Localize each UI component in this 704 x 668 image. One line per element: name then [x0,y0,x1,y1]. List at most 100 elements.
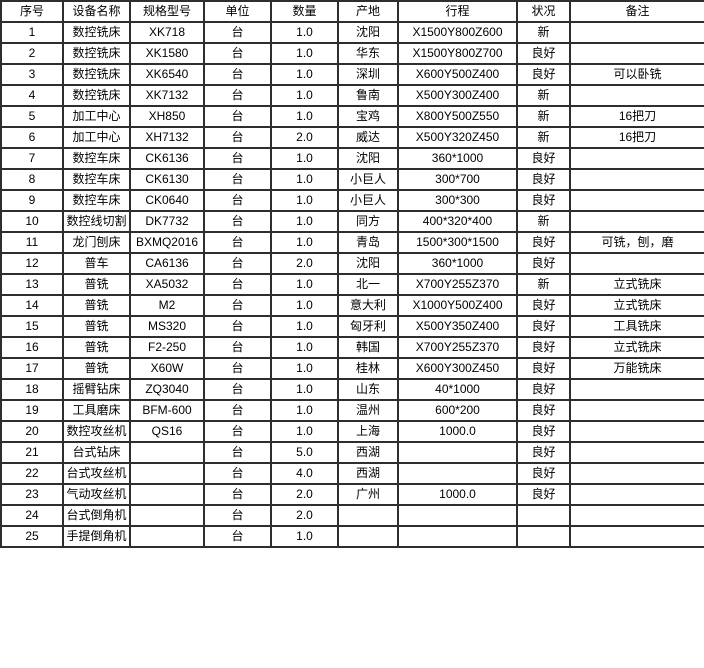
cell-serial: 4 [0,84,64,107]
cell-origin: 温州 [337,399,399,422]
cell-equipment_name: 台式钻床 [62,441,131,464]
cell-unit: 台 [203,21,272,44]
cell-equipment_name: 数控车床 [62,147,131,170]
cell-unit: 台 [203,63,272,86]
cell-serial: 11 [0,231,64,254]
cell-spec_model: X60W [129,357,205,380]
cell-unit: 台 [203,126,272,149]
cell-quantity: 1.0 [270,210,339,233]
table-row: 5 加工中心 XH850 台 1.0 宝鸡 X800Y500Z550 新 16把刀 [0,105,704,128]
cell-unit: 台 [203,462,272,485]
cell-equipment_name: 普铣 [62,336,131,359]
cell-serial: 21 [0,441,64,464]
cell-serial: 10 [0,210,64,233]
cell-serial: 24 [0,504,64,527]
cell-origin: 威达 [337,126,399,149]
cell-quantity: 1.0 [270,42,339,65]
cell-remarks: 立式铣床 [569,336,704,359]
table-row: 1 数控铣床 XK718 台 1.0 沈阳 X1500Y800Z600 新 [0,21,704,44]
cell-condition: 良好 [516,420,571,443]
cell-remarks [569,420,704,443]
cell-spec_model [129,525,205,548]
cell-equipment_name: 普车 [62,252,131,275]
cell-origin: 华东 [337,42,399,65]
table-row: 6 加工中心 XH7132 台 2.0 威达 X500Y320Z450 新 16把刀 [0,126,704,149]
cell-condition [516,504,571,527]
table-row: 2 数控铣床 XK1580 台 1.0 华东 X1500Y800Z700 良好 [0,42,704,65]
cell-quantity: 1.0 [270,63,339,86]
cell-unit: 台 [203,294,272,317]
column-header-remarks: 备注 [569,0,704,23]
cell-travel: X500Y300Z400 [397,84,518,107]
cell-serial: 5 [0,105,64,128]
cell-spec_model: M2 [129,294,205,317]
equipment-table-body: 1 数控铣床 XK718 台 1.0 沈阳 X1500Y800Z600 新 2 数控铣床 XK158… [0,21,704,548]
cell-condition: 良好 [516,168,571,191]
cell-equipment_name: 数控攻丝机 [62,420,131,443]
cell-equipment_name: 气动攻丝机 [62,483,131,506]
cell-unit: 台 [203,273,272,296]
cell-remarks [569,42,704,65]
cell-condition: 新 [516,105,571,128]
cell-origin: 西湖 [337,462,399,485]
cell-travel: 600*200 [397,399,518,422]
cell-quantity: 1.0 [270,315,339,338]
table-row: 17 普铣 X60W 台 1.0 桂林 X600Y300Z450 良好 万能铣床 [0,357,704,380]
table-row: 8 数控车床 CK6130 台 1.0 小巨人 300*700 良好 [0,168,704,191]
cell-spec_model: XA5032 [129,273,205,296]
cell-travel: X700Y255Z370 [397,273,518,296]
cell-origin [337,525,399,548]
cell-spec_model: ZQ3040 [129,378,205,401]
cell-condition: 新 [516,273,571,296]
cell-unit: 台 [203,210,272,233]
cell-quantity: 2.0 [270,504,339,527]
table-row: 18 摇臂钻床 ZQ3040 台 1.0 山东 40*1000 良好 [0,378,704,401]
cell-quantity: 4.0 [270,462,339,485]
cell-equipment_name: 数控线切割 [62,210,131,233]
cell-equipment_name: 数控铣床 [62,21,131,44]
table-row: 9 数控车床 CK0640 台 1.0 小巨人 300*300 良好 [0,189,704,212]
cell-spec_model: CK0640 [129,189,205,212]
cell-spec_model: CK6136 [129,147,205,170]
cell-travel: 360*1000 [397,252,518,275]
cell-quantity: 1.0 [270,378,339,401]
cell-condition: 新 [516,210,571,233]
cell-spec_model [129,483,205,506]
cell-unit: 台 [203,231,272,254]
cell-unit: 台 [203,189,272,212]
table-row: 15 普铣 MS320 台 1.0 匈牙利 X500Y350Z400 良好 工具铣床 [0,315,704,338]
cell-quantity: 1.0 [270,168,339,191]
cell-spec_model [129,462,205,485]
cell-origin: 小巨人 [337,168,399,191]
cell-serial: 25 [0,525,64,548]
table-row: 14 普铣 M2 台 1.0 意大利 X1000Y500Z400 良好 立式铣床 [0,294,704,317]
cell-condition: 良好 [516,252,571,275]
cell-spec_model: CK6130 [129,168,205,191]
cell-origin: 小巨人 [337,189,399,212]
cell-serial: 13 [0,273,64,296]
cell-quantity: 1.0 [270,147,339,170]
cell-travel [397,462,518,485]
cell-condition: 新 [516,84,571,107]
cell-equipment_name: 台式倒角机 [62,504,131,527]
cell-serial: 2 [0,42,64,65]
cell-condition: 良好 [516,462,571,485]
equipment-table: 序号 设备名称 规格型号 单位 数量 产地 行程 状况 备注 1 数控铣床 XK71… [0,0,704,548]
table-row: 19 工具磨床 BFM-600 台 1.0 温州 600*200 良好 [0,399,704,422]
cell-quantity: 1.0 [270,357,339,380]
table-row: 24 台式倒角机 台 2.0 [0,504,704,527]
cell-unit: 台 [203,525,272,548]
cell-equipment_name: 普铣 [62,315,131,338]
cell-spec_model [129,441,205,464]
cell-condition: 良好 [516,147,571,170]
cell-equipment_name: 工具磨床 [62,399,131,422]
cell-serial: 14 [0,294,64,317]
cell-serial: 16 [0,336,64,359]
cell-condition: 良好 [516,441,571,464]
cell-serial: 20 [0,420,64,443]
cell-quantity: 2.0 [270,252,339,275]
cell-unit: 台 [203,504,272,527]
cell-condition: 新 [516,21,571,44]
cell-equipment_name: 加工中心 [62,126,131,149]
cell-equipment_name: 普铣 [62,273,131,296]
